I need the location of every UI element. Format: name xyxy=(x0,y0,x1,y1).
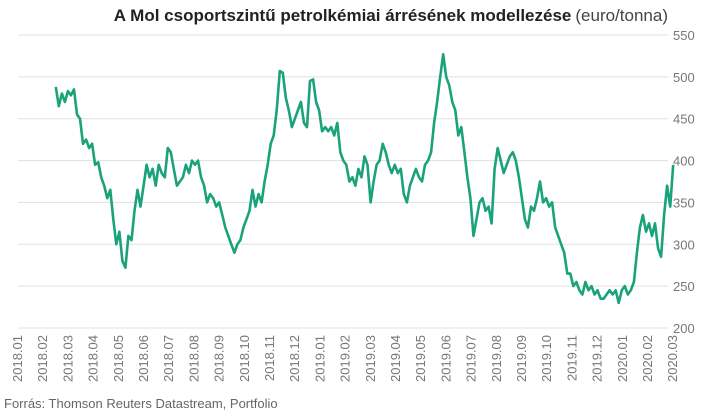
x-tick-label: 2018.04 xyxy=(86,335,101,382)
x-tick-label: 2019.12 xyxy=(590,335,605,382)
y-tick-label: 550 xyxy=(673,28,695,43)
x-tick-label: 2019.06 xyxy=(438,335,453,382)
x-tick-label: 2019.07 xyxy=(464,335,479,382)
x-tick-label: 2020.02 xyxy=(640,335,655,382)
x-tick-label: 2019.02 xyxy=(338,335,353,382)
x-tick-label: 2019.03 xyxy=(363,335,378,382)
x-tick-label: 2019.10 xyxy=(539,335,554,382)
chart-subtitle: (euro/tonna) xyxy=(575,6,668,25)
y-tick-label: 400 xyxy=(673,154,695,169)
x-tick-label: 2019.05 xyxy=(413,335,428,382)
x-tick-label: 2019.01 xyxy=(312,335,327,382)
x-tick-label: 2020.01 xyxy=(615,335,630,382)
x-tick-label: 2018.03 xyxy=(60,335,75,382)
chart-title-group: A Mol csoportszintű petrolkémiai árrésén… xyxy=(114,6,668,25)
y-tick-label: 500 xyxy=(673,70,695,85)
x-tick-label: 2019.04 xyxy=(388,335,403,382)
chart-title: A Mol csoportszintű petrolkémiai árrésén… xyxy=(114,6,572,25)
y-tick-label: 450 xyxy=(673,112,695,127)
line xyxy=(54,53,675,305)
x-tick-label: 2018.06 xyxy=(136,335,151,382)
x-tick-label: 2018.09 xyxy=(212,335,227,382)
y-tick-label: 250 xyxy=(673,279,695,294)
source: Forrás: Thomson Reuters Datastream, Port… xyxy=(4,396,278,411)
y-tick-label: 300 xyxy=(673,237,695,252)
x-tick-label: 2018.08 xyxy=(186,335,201,382)
x-tick-label: 2018.02 xyxy=(35,335,50,382)
x-tick-label: 2019.08 xyxy=(489,335,504,382)
x-tick-label: 2018.07 xyxy=(161,335,176,382)
x-tick-label: 2020.03 xyxy=(665,335,680,382)
x-tick-label: 2018.11 xyxy=(262,335,277,381)
x-tick-label: 2018.12 xyxy=(287,335,302,382)
x-tick-label: 2019.11 xyxy=(564,335,579,381)
x-tick-label: 2018.05 xyxy=(111,335,126,382)
y-tick-label: 350 xyxy=(673,195,695,210)
x-tick-label: 2018.01 xyxy=(10,335,25,382)
x-tick-label: 2019.09 xyxy=(514,335,529,382)
y-tick-label: 200 xyxy=(673,321,695,336)
x-tick-label: 2018.10 xyxy=(237,335,252,382)
